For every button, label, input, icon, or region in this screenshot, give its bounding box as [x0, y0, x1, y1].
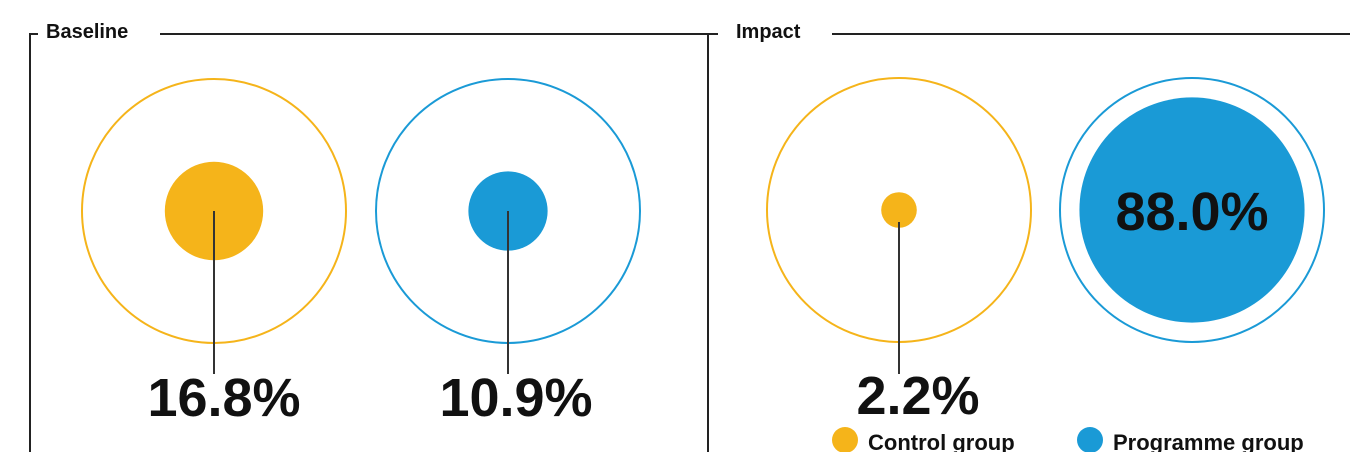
impact-title: Impact [736, 21, 801, 43]
baseline-frame [29, 33, 709, 452]
legend-swatch-control [832, 427, 858, 452]
legend-swatch-programme [1077, 427, 1103, 452]
baseline-control-label: 16.8% [147, 368, 300, 428]
impact-control-label: 2.2% [856, 366, 979, 426]
legend-label-programme: Programme group [1113, 430, 1304, 452]
impact-programme-outline [1059, 77, 1325, 343]
impact-panel: Impact 2.2% 88.0% [708, 21, 1350, 426]
impact-control-value-dot [881, 192, 917, 228]
impact-control-circle: 2.2% [766, 77, 1032, 426]
impact-programme-label: 88.0% [1115, 182, 1268, 242]
legend-item-programme: Programme group [1077, 427, 1304, 452]
baseline-programme-circle: 10.9% [375, 78, 641, 428]
legend: Control group Programme group [832, 427, 1304, 452]
baseline-programme-label: 10.9% [439, 368, 592, 428]
baseline-panel: Baseline 16.8% 10.9% [29, 21, 709, 452]
legend-label-control: Control group [868, 430, 1015, 452]
impact-programme-circle: 88.0% [1059, 77, 1325, 343]
impact-programme-value-dot [1079, 97, 1305, 323]
legend-item-control: Control group [832, 427, 1015, 452]
baseline-control-circle: 16.8% [81, 78, 347, 428]
baseline-title: Baseline [46, 21, 128, 43]
